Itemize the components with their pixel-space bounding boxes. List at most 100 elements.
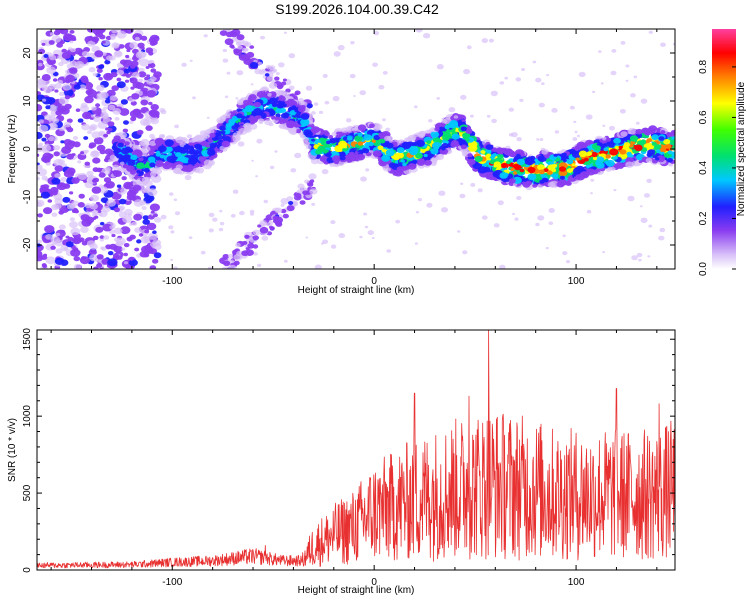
spectrogram-cell — [465, 128, 473, 134]
spectrogram-cell — [274, 207, 283, 214]
spectrogram-cell — [275, 113, 281, 118]
spectrogram-cell — [274, 150, 278, 153]
spectrogram-cell — [106, 55, 113, 61]
spectrogram-cell — [123, 252, 128, 257]
spectrogram-cell — [610, 70, 617, 76]
spectrogram-cell — [331, 131, 338, 137]
spectrogram-cell — [438, 190, 446, 196]
spectrogram-cell — [60, 177, 67, 182]
spectrogram-cell — [149, 196, 154, 200]
spectrogram-cell — [221, 266, 230, 269]
spectrogram-cell — [347, 126, 355, 132]
spectrogram-cell — [43, 86, 53, 94]
spectrogram-x-tick-label: 0 — [371, 276, 377, 287]
spectrogram-cell — [372, 150, 382, 158]
spectrogram-cell — [436, 97, 441, 100]
spectrogram-cell — [519, 98, 524, 102]
spectrogram-cell — [89, 203, 99, 210]
spectrogram-cell — [541, 148, 549, 155]
spectrogram-cell — [41, 42, 46, 46]
spectrogram-cell — [260, 35, 265, 40]
spectrogram-cell — [386, 142, 394, 149]
spectrogram-cell — [144, 229, 150, 234]
spectrogram-cell — [349, 73, 356, 79]
spectrogram-cell — [186, 134, 193, 139]
spectrogram-cell — [281, 103, 287, 108]
spectrogram-cell — [178, 170, 185, 175]
spectrogram-cell — [627, 195, 635, 202]
spectrogram-cell — [224, 95, 229, 99]
spectrogram-cell — [126, 165, 135, 172]
spectrogram-cell — [53, 151, 60, 157]
spectrogram-cell — [101, 40, 106, 44]
spectrogram-cell — [385, 149, 395, 157]
spectrogram-cell — [620, 131, 628, 137]
spectrogram-cell — [103, 72, 114, 81]
spectrogram-cell — [111, 29, 118, 34]
spectrogram-cell — [298, 100, 305, 106]
spectrogram-cell — [535, 77, 542, 83]
spectrogram-cell — [79, 256, 90, 265]
spectrogram-cell — [244, 235, 250, 239]
spectrogram-cell — [543, 168, 549, 173]
spectrogram-cell — [219, 209, 223, 213]
spectrogram-cell — [586, 151, 593, 156]
spectrogram-cell — [228, 264, 237, 269]
spectrogram-cell — [283, 31, 287, 34]
spectrogram-cell — [207, 266, 212, 269]
spectrogram-cell — [304, 179, 310, 184]
spectrogram-cell — [118, 198, 127, 205]
spectrogram-cell — [130, 154, 138, 160]
spectrogram-cell — [460, 126, 467, 132]
spectrogram-cell — [155, 152, 161, 157]
spectrogram-cell — [124, 208, 133, 216]
spectrogram-cell — [590, 151, 598, 158]
spectrogram-cell — [311, 202, 316, 206]
spectrogram-cell — [538, 169, 545, 175]
spectrogram-cell — [102, 223, 113, 232]
spectrogram-cell — [356, 153, 366, 161]
spectrogram-cell — [106, 199, 116, 207]
spectrogram-cell — [120, 59, 128, 65]
spectrogram-cell — [110, 36, 116, 41]
spectrogram-cell — [381, 148, 387, 153]
spectrogram-cell — [142, 149, 148, 154]
spectrogram-cell — [83, 179, 87, 183]
colorbar-tick-label: 0.2 — [698, 211, 709, 225]
spectrogram-cell — [42, 98, 47, 102]
spectrogram-cell — [267, 93, 273, 97]
spectrogram-cell — [56, 42, 63, 48]
spectrogram-cell — [583, 157, 589, 162]
spectrogram-cell — [91, 150, 99, 157]
spectrogram-cell — [357, 141, 364, 146]
spectrogram-cell — [78, 193, 85, 199]
spectrogram-cell — [266, 75, 274, 81]
spectrogram-cell — [506, 160, 511, 165]
spectrogram-cell — [224, 38, 234, 46]
snr-x-ticks: -100 0 100 — [50, 330, 658, 588]
spectrogram-cell — [532, 184, 538, 188]
spectrogram-cell — [145, 125, 153, 131]
spectrogram-cell — [108, 159, 113, 163]
spectrogram-cell — [136, 129, 144, 135]
spectrogram-cell — [510, 167, 515, 172]
spectrogram-cell — [428, 119, 433, 123]
spectrogram-cell — [237, 141, 245, 147]
spectrogram-cell — [152, 258, 159, 264]
spectrogram-cell — [640, 217, 648, 223]
spectrogram-cell — [527, 173, 537, 181]
spectrogram-cell — [635, 121, 640, 125]
spectrogram-cell — [160, 134, 166, 138]
spectrogram-cell — [630, 93, 636, 98]
spectrogram-cell — [609, 125, 615, 131]
spectrogram-cell — [184, 174, 192, 181]
spectrogram-y-tick-label: 10 — [22, 95, 33, 107]
spectrogram-cell — [225, 125, 232, 131]
spectrogram-cell — [209, 132, 216, 138]
spectrogram-cell — [149, 109, 160, 118]
spectrogram-cell — [77, 160, 82, 164]
spectrogram-cell — [311, 111, 316, 115]
spectrogram-y-label: Frequency (Hz) — [7, 115, 18, 184]
spectrogram-cell — [43, 54, 49, 58]
spectrogram-cell — [257, 263, 262, 267]
